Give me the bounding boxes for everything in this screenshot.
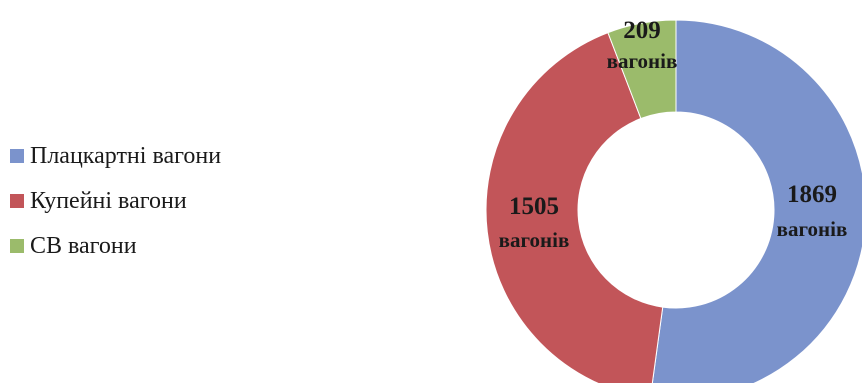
- data-label-sv-value: 209: [623, 17, 661, 44]
- legend-swatch-platskart: [10, 149, 24, 163]
- legend-item-kupe: Купейні вагони: [10, 185, 221, 217]
- legend-item-platskart: Плацкартні вагони: [10, 140, 221, 172]
- slice-sv: [607, 19, 677, 120]
- legend-item-sv: СВ вагони: [10, 230, 221, 262]
- slice-platskart: [651, 19, 862, 383]
- slice-kupe: [485, 31, 664, 383]
- legend-label-sv: СВ вагони: [30, 232, 137, 259]
- legend-swatch-sv: [10, 239, 24, 253]
- legend-swatch-kupe: [10, 194, 24, 208]
- chart-legend: Плацкартні вагони Купейні вагони СВ ваго…: [10, 140, 221, 262]
- data-label-platskart-unit: вагонів: [777, 217, 848, 241]
- legend-label-platskart: Плацкартні вагони: [30, 142, 222, 169]
- data-label-platskart-value: 1869: [787, 181, 837, 208]
- data-label-sv-unit: вагонів: [607, 49, 678, 73]
- data-label-kupe-value: 1505: [509, 193, 559, 220]
- data-label-kupe-unit: вагонів: [499, 228, 570, 252]
- legend-label-kupe: Купейні вагони: [30, 187, 187, 214]
